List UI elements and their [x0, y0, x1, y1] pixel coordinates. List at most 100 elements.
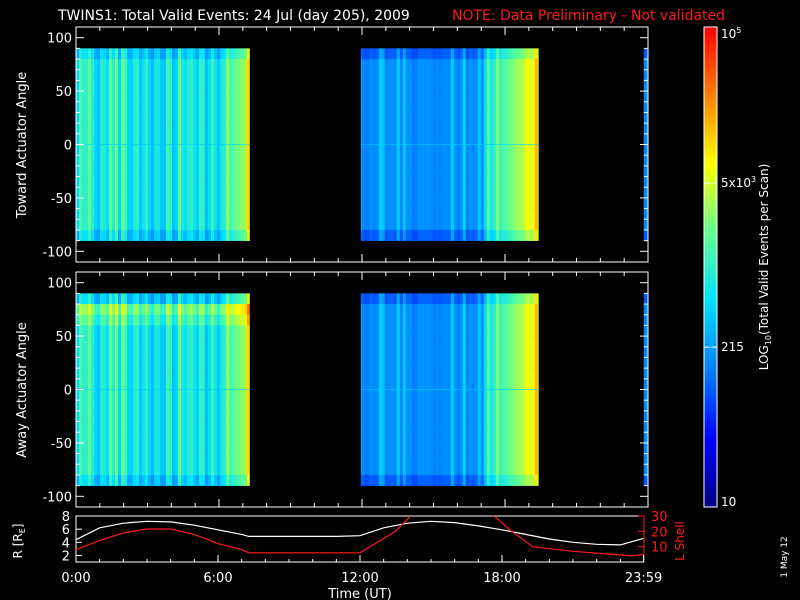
- heatmap-cell: [504, 474, 509, 486]
- heatmap-cell: [501, 123, 506, 135]
- heatmap-cell: [238, 112, 242, 124]
- heatmap-cell: [115, 432, 119, 444]
- heatmap-cell: [462, 400, 467, 412]
- heatmap-cell: [483, 187, 488, 199]
- heatmap-cell: [513, 133, 518, 145]
- heatmap-cell: [181, 336, 185, 348]
- heatmap-cell: [447, 325, 452, 337]
- heatmap-cell: [142, 410, 146, 422]
- heatmap-cell: [495, 325, 500, 337]
- heatmap-cell: [387, 219, 392, 231]
- heatmap-cell: [444, 229, 449, 241]
- heatmap-cell: [643, 101, 648, 113]
- heatmap-cell: [459, 410, 464, 422]
- heatmap-cell: [429, 442, 434, 454]
- heatmap-cell: [426, 432, 431, 444]
- heatmap-cell: [148, 155, 152, 167]
- heatmap-cell: [199, 197, 203, 209]
- heatmap-cell: [378, 293, 383, 305]
- heatmap-cell: [91, 229, 95, 241]
- heatmap-cell: [522, 400, 527, 412]
- heatmap-cell: [414, 304, 419, 316]
- heatmap-cell: [88, 389, 92, 401]
- heatmap-cell: [109, 378, 113, 390]
- heatmap-cell: [79, 378, 83, 390]
- heatmap-cell: [447, 357, 452, 369]
- heatmap-cell: [157, 133, 161, 145]
- heatmap-cell: [160, 165, 164, 177]
- heatmap-cell: [190, 464, 194, 476]
- heatmap-cell: [384, 464, 389, 476]
- heatmap-cell: [378, 144, 383, 156]
- heatmap-cell: [142, 304, 146, 316]
- heatmap-cell: [372, 464, 377, 476]
- heatmap-cell: [408, 59, 413, 71]
- heatmap-cell: [414, 314, 419, 326]
- heatmap-cell: [441, 69, 446, 81]
- heatmap-cell: [492, 133, 497, 145]
- heatmap-cell: [438, 453, 443, 465]
- heatmap-cell: [127, 421, 131, 433]
- heatmap-cell: [465, 464, 470, 476]
- heatmap-cell: [121, 378, 125, 390]
- heatmap-cell: [115, 208, 119, 220]
- heatmap-cell: [408, 378, 413, 390]
- heatmap-cell: [103, 229, 107, 241]
- heatmap-cell: [486, 432, 491, 444]
- heatmap-cell: [103, 293, 107, 305]
- heatmap-cell: [115, 69, 119, 81]
- heatmap-cell: [217, 48, 221, 60]
- heatmap-cell: [405, 474, 410, 486]
- heatmap-cell: [483, 314, 488, 326]
- heatmap-cell: [510, 368, 515, 380]
- heatmap-cell: [181, 325, 185, 337]
- heatmap-cell: [483, 91, 488, 103]
- heatmap-cell: [226, 368, 230, 380]
- heatmap-cell: [525, 229, 530, 241]
- heatmap-cell: [136, 59, 140, 71]
- heatmap-cell: [184, 208, 188, 220]
- heatmap-cell: [402, 48, 407, 60]
- heatmap-cell: [103, 442, 107, 454]
- heatmap-cell: [528, 474, 533, 486]
- heatmap-cell: [193, 197, 197, 209]
- heatmap-cell: [112, 80, 116, 92]
- heatmap-cell: [88, 144, 92, 156]
- heatmap-cell: [402, 389, 407, 401]
- heatmap-cell: [82, 144, 86, 156]
- heatmap-cell: [447, 112, 452, 124]
- heatmap-cell: [522, 144, 527, 156]
- heatmap-cell: [205, 453, 209, 465]
- heatmap-cell: [220, 219, 224, 231]
- heatmap-cell: [468, 165, 473, 177]
- heatmap-cell: [82, 410, 86, 422]
- heatmap-cell: [420, 400, 425, 412]
- heatmap-cell: [435, 410, 440, 422]
- heatmap-cell: [184, 91, 188, 103]
- heatmap-cell: [417, 176, 422, 188]
- heatmap-cell: [154, 80, 158, 92]
- heatmap-cell: [423, 442, 428, 454]
- heatmap-cell: [205, 464, 209, 476]
- heatmap-cell: [495, 378, 500, 390]
- heatmap-cell: [387, 453, 392, 465]
- heatmap-cell: [501, 133, 506, 145]
- heatmap-cell: [166, 293, 170, 305]
- heatmap-cell: [205, 325, 209, 337]
- heatmap-cell: [163, 187, 167, 199]
- heatmap-cell: [390, 187, 395, 199]
- heatmap-cell: [489, 432, 494, 444]
- heatmap-cell: [76, 176, 80, 188]
- heatmap-cell: [510, 91, 515, 103]
- heatmap-cell: [85, 69, 89, 81]
- heatmap-cell: [166, 357, 170, 369]
- heatmap-cell: [372, 432, 377, 444]
- heatmap-cell: [525, 304, 530, 316]
- heatmap-cell: [447, 187, 452, 199]
- heatmap-cell: [190, 219, 194, 231]
- heatmap-cell: [498, 368, 503, 380]
- heatmap-cell: [196, 357, 200, 369]
- heatmap-cell: [223, 432, 227, 444]
- heatmap-cell: [513, 69, 518, 81]
- heatmap-cell: [127, 464, 131, 476]
